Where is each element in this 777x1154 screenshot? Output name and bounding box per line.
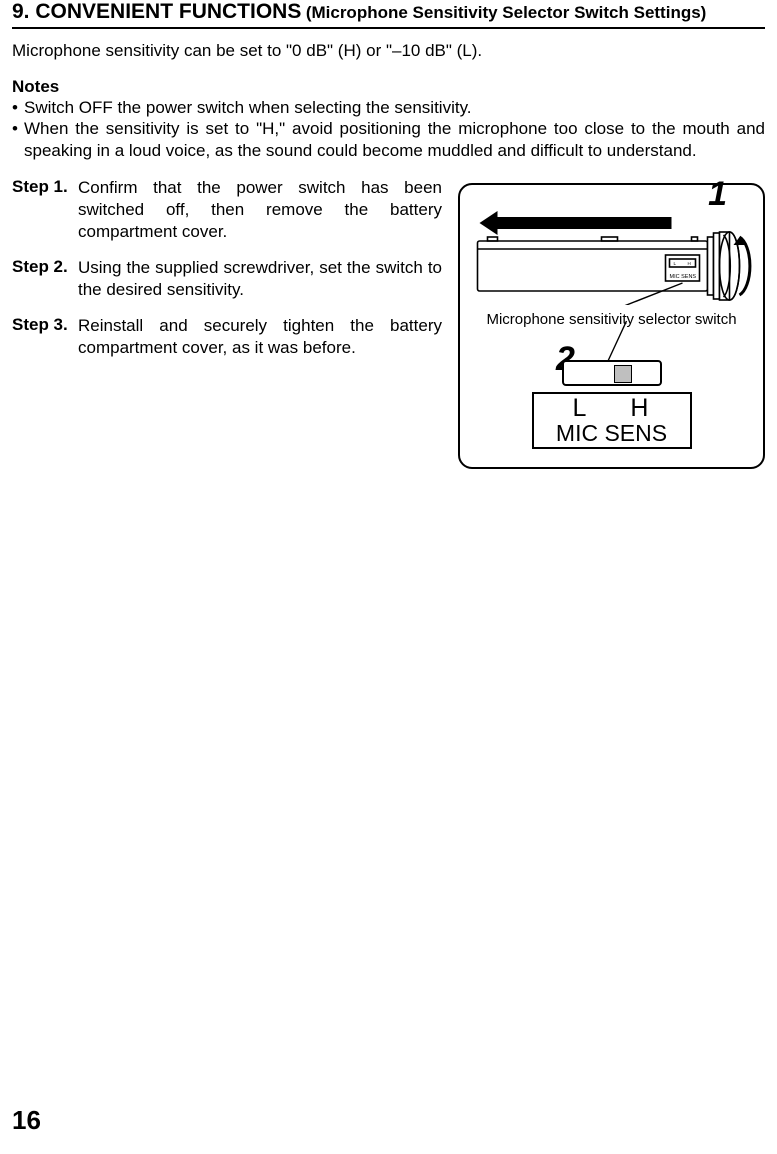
cap-assembly	[708, 232, 750, 300]
tiny-micsens-label: MIC SENS	[670, 274, 697, 280]
step-item: Step 1. Confirm that the power switch ha…	[12, 177, 442, 243]
heading-main: 9. CONVENIENT FUNCTIONS	[12, 0, 301, 23]
sensitivity-slider	[562, 360, 662, 386]
step-item: Step 3. Reinstall and securely tighten t…	[12, 315, 442, 359]
micsens-detail: L H MIC SENS	[532, 360, 692, 449]
content-row: Step 1. Confirm that the power switch ha…	[12, 177, 765, 469]
page-root: 9. CONVENIENT FUNCTIONS (Microphone Sens…	[0, 0, 777, 469]
section-heading: 9. CONVENIENT FUNCTIONS (Microphone Sens…	[12, 0, 765, 29]
note-text: When the sensitivity is set to "H," avoi…	[24, 118, 765, 161]
step-text: Using the supplied screwdriver, set the …	[78, 257, 442, 301]
slider-knob	[614, 365, 632, 383]
page-number: 16	[12, 1105, 41, 1136]
bullet-dot: •	[12, 97, 24, 118]
step-item: Step 2. Using the supplied screwdriver, …	[12, 257, 442, 301]
step-label: Step 3.	[12, 315, 78, 359]
micsens-caption: MIC SENS	[538, 421, 686, 445]
callout-leader-line	[622, 283, 683, 305]
bullet-dot: •	[12, 118, 24, 161]
figure-number-1: 1	[708, 175, 727, 214]
note-item: • When the sensitivity is set to "H," av…	[12, 118, 765, 161]
L-label: L	[573, 395, 589, 421]
micsens-lh-row: L H	[538, 395, 686, 421]
steps-column: Step 1. Confirm that the power switch ha…	[12, 177, 442, 469]
removal-arrow-icon	[480, 211, 672, 235]
micsens-label-box: L H MIC SENS	[532, 392, 692, 449]
note-text: Switch OFF the power switch when selecti…	[24, 97, 765, 118]
callout-label: Microphone sensitivity selector switch	[470, 311, 753, 328]
notes-heading: Notes	[12, 77, 765, 97]
figure-panel: 1	[458, 183, 765, 469]
heading-sub: (Microphone Sensitivity Selector Switch …	[306, 3, 707, 22]
notes-list: • Switch OFF the power switch when selec…	[12, 97, 765, 161]
tiny-H-label: H	[688, 261, 691, 266]
note-item: • Switch OFF the power switch when selec…	[12, 97, 765, 118]
step-text: Confirm that the power switch has been s…	[78, 177, 442, 243]
intro-text: Microphone sensitivity can be set to "0 …	[12, 41, 765, 61]
step-label: Step 1.	[12, 177, 78, 243]
step-text: Reinstall and securely tighten the batte…	[78, 315, 442, 359]
figure-column: 1	[458, 177, 765, 469]
step-label: Step 2.	[12, 257, 78, 301]
H-label: H	[630, 395, 650, 421]
